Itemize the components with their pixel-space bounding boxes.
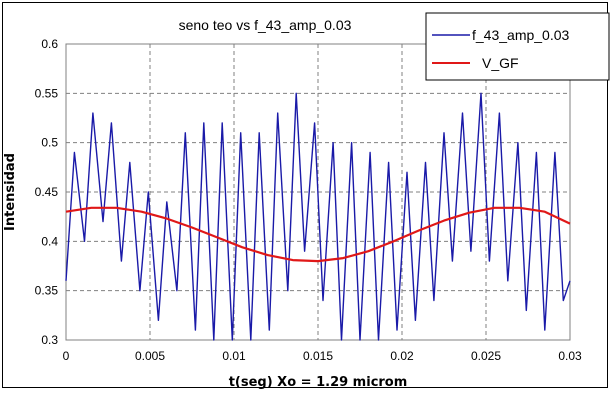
y-tick-label: 0.35: [35, 284, 59, 298]
x-tick-label: 0.025: [471, 349, 501, 363]
series-line-v-gf: [65, 206, 571, 263]
series-layer: [65, 92, 571, 341]
y-axis-title: Intensidad: [3, 153, 18, 231]
y-tick-label: 0.55: [35, 86, 59, 100]
x-tick-label: 0.03: [558, 349, 582, 363]
x-tick-label: 0.005: [135, 349, 165, 363]
chart-title: seno teo vs f_43_amp_0.03: [179, 17, 352, 33]
legend-box: [425, 12, 610, 81]
x-axis-title: t(seg) Xo = 1.29 microm: [229, 375, 408, 390]
legend-label-v-gf: V_GF: [482, 55, 519, 71]
tick-layer: 0 0.005 0.01 0.015 0.02 0.025 0.03 0.3 0.35 0.4 0.…: [35, 37, 582, 363]
x-tick-label: 0.02: [390, 349, 414, 363]
legend: f_43_amp_0.03 V_GF: [425, 12, 610, 81]
x-tick-label: 0.015: [303, 349, 333, 363]
y-tick-label: 0.4: [41, 234, 58, 248]
legend-label-f-43-amp: f_43_amp_0.03: [472, 27, 570, 43]
y-tick-label: 0.5: [41, 136, 58, 150]
x-tick-label: 0: [63, 349, 70, 363]
y-tick-label: 0.45: [35, 185, 59, 199]
x-tick-label: 0.01: [222, 349, 246, 363]
y-tick-label: 0.3: [41, 333, 58, 347]
y-tick-label: 0.6: [41, 37, 58, 51]
